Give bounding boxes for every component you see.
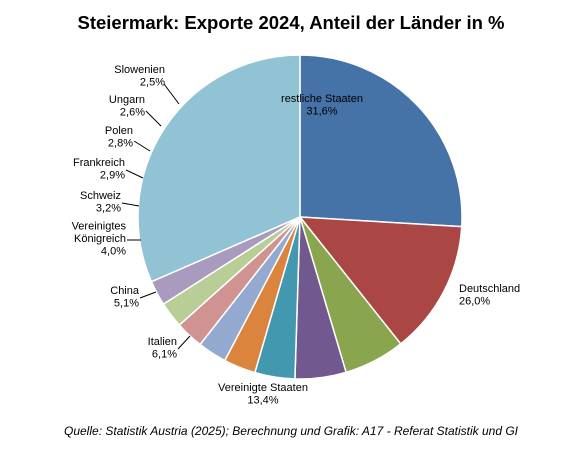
leader-line-ungarn xyxy=(145,110,162,127)
slice-label-slowenien: Slowenien 2,5% xyxy=(114,64,165,89)
slice-name: China xyxy=(110,285,140,297)
slice-name: Schweiz xyxy=(80,190,121,202)
pie-slice-deutschland xyxy=(299,54,463,228)
slice-value: 2,5% xyxy=(140,76,165,88)
leader-line-polen xyxy=(133,140,151,152)
slice-value: 5,1% xyxy=(114,297,139,309)
slice-label-schweiz: Schweiz 3,2% xyxy=(80,190,121,215)
pie-slice-restliche-staaten xyxy=(137,54,301,283)
slice-label-vereinigte-staaten: Vereinigte Staaten 13,4% xyxy=(218,382,308,407)
slice-value: 3,2% xyxy=(96,202,121,214)
slice-name: Vereinigtes xyxy=(72,221,127,233)
slice-label-vereinigtes-koenigreich: Vereinigtes Königreich 4,0% xyxy=(72,221,127,258)
slice-label-polen: Polen 2,8% xyxy=(105,125,133,150)
slice-value: 31,6% xyxy=(306,105,337,117)
slice-name: Ungarn xyxy=(109,94,145,106)
source-note: Quelle: Statistik Austria (2025); Berech… xyxy=(64,424,518,438)
slice-value: 4,0% xyxy=(101,246,126,258)
slice-label-frankreich: Frankreich 2,9% xyxy=(73,157,125,182)
slice-name: restliche Staaten xyxy=(281,93,363,105)
slice-name: Deutschland xyxy=(459,283,520,295)
slice-value: 2,6% xyxy=(120,106,145,118)
slice-value: 2,9% xyxy=(100,169,125,181)
slice-name: Polen xyxy=(105,125,133,137)
slice-value: 26,0% xyxy=(459,295,490,307)
leader-line-italien xyxy=(177,335,191,350)
slice-name: Königreich xyxy=(74,233,126,245)
slice-name: Italien xyxy=(148,336,177,348)
slice-value: 6,1% xyxy=(152,348,177,360)
chart-title: Steiermark: Exporte 2024, Anteil der Län… xyxy=(77,12,505,33)
slice-name: Frankreich xyxy=(73,157,125,169)
slice-value: 13,4% xyxy=(247,394,278,406)
leader-line-schweiz xyxy=(121,202,140,207)
slice-name: Vereinigte Staaten xyxy=(218,382,308,394)
leader-line-slowenien xyxy=(163,83,180,105)
slice-name: Slowenien xyxy=(114,64,165,76)
pie-slice-vereinigte-staaten xyxy=(298,216,463,345)
leader-line-china xyxy=(139,291,157,299)
slice-value: 2,8% xyxy=(108,137,133,149)
slice-label-italien: Italien 6,1% xyxy=(148,336,178,361)
leader-line-frankreich xyxy=(125,169,144,179)
slice-label-ungarn: Ungarn 2,6% xyxy=(109,94,145,119)
slice-label-restliche-staaten: restliche Staaten 31,6% xyxy=(281,93,363,118)
slice-label-deutschland: Deutschland 26,0% xyxy=(459,283,520,308)
slice-label-china: China 5,1% xyxy=(110,285,140,310)
